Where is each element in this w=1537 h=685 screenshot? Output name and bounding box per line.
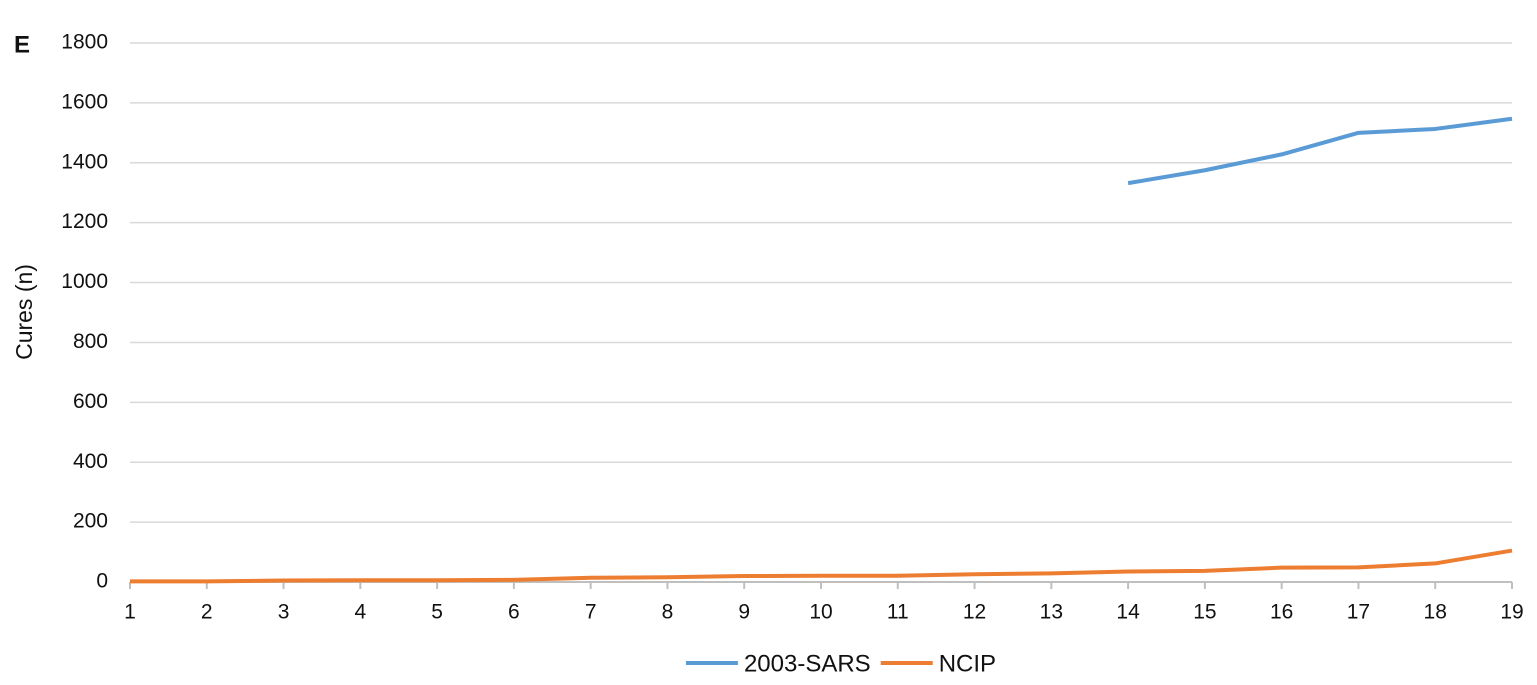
x-tick-label: 4: [354, 601, 366, 624]
panel-label: E: [14, 31, 30, 58]
y-tick-label: 1800: [61, 31, 108, 54]
x-tick-label: 19: [1500, 601, 1523, 624]
x-tick-label: 10: [809, 601, 832, 624]
x-tick-label: 12: [963, 601, 986, 624]
y-tick-label: 1600: [61, 90, 108, 113]
x-tick-label: 14: [1116, 601, 1140, 624]
x-tick-label: 9: [738, 601, 750, 624]
x-tick-label: 6: [508, 601, 520, 624]
series-line: [130, 548, 1513, 584]
x-tick-label: 18: [1424, 601, 1447, 624]
y-tick-label: 1400: [61, 150, 108, 173]
x-tick-label: 15: [1193, 601, 1216, 624]
legend-label: 2003-SARS: [744, 650, 871, 677]
y-axis-label: Cures (n): [11, 264, 37, 360]
y-tick-label: 1200: [61, 210, 108, 233]
x-tick-label: 5: [431, 601, 443, 624]
x-tick-label: 11: [887, 601, 909, 624]
x-tick-label: 2: [201, 601, 213, 624]
y-tick-label: 800: [73, 330, 108, 353]
x-tick-label: 3: [278, 601, 290, 624]
x-tick-label: 8: [662, 601, 674, 624]
series-line: [1127, 116, 1513, 186]
y-tick-label: 200: [73, 510, 108, 533]
y-tick-label: 0: [96, 570, 108, 593]
x-tick-label: 13: [1040, 601, 1063, 624]
y-tick-label: 600: [73, 390, 108, 413]
x-tick-label: 16: [1270, 601, 1293, 624]
x-tick-label: 7: [585, 601, 597, 624]
x-tick-label: 17: [1347, 601, 1370, 624]
y-tick-label: 1000: [61, 270, 108, 293]
x-tick-label: 1: [124, 601, 136, 624]
legend-label: NCIP: [939, 650, 996, 677]
y-tick-label: 400: [73, 450, 108, 473]
